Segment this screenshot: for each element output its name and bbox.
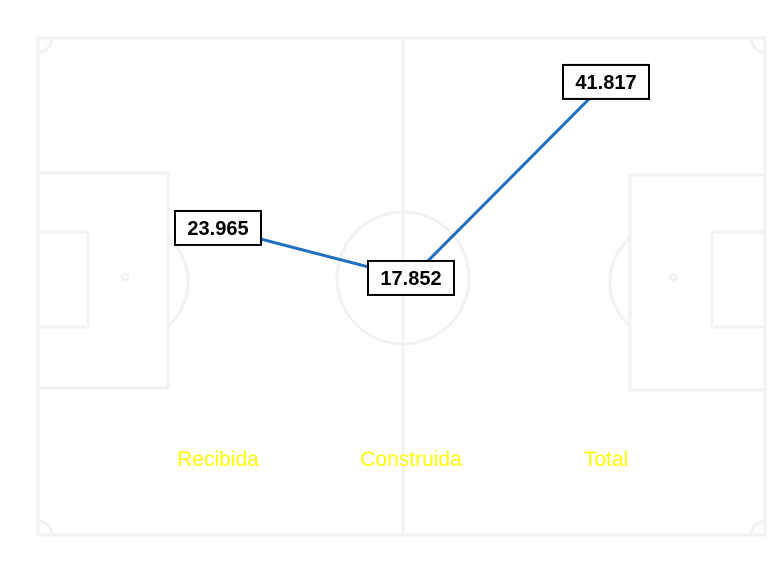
category-label: Recibida xyxy=(177,448,259,471)
chart: 23.965 Recibida 17.852 Construida 41.817 Tota… xyxy=(0,0,771,563)
category-label: Construida xyxy=(360,448,462,471)
value-label: 23.965 xyxy=(187,218,248,240)
value-label: 17.852 xyxy=(380,268,441,290)
data-line xyxy=(218,82,606,278)
value-label: 41.817 xyxy=(575,72,636,94)
category-label: Total xyxy=(584,448,628,471)
